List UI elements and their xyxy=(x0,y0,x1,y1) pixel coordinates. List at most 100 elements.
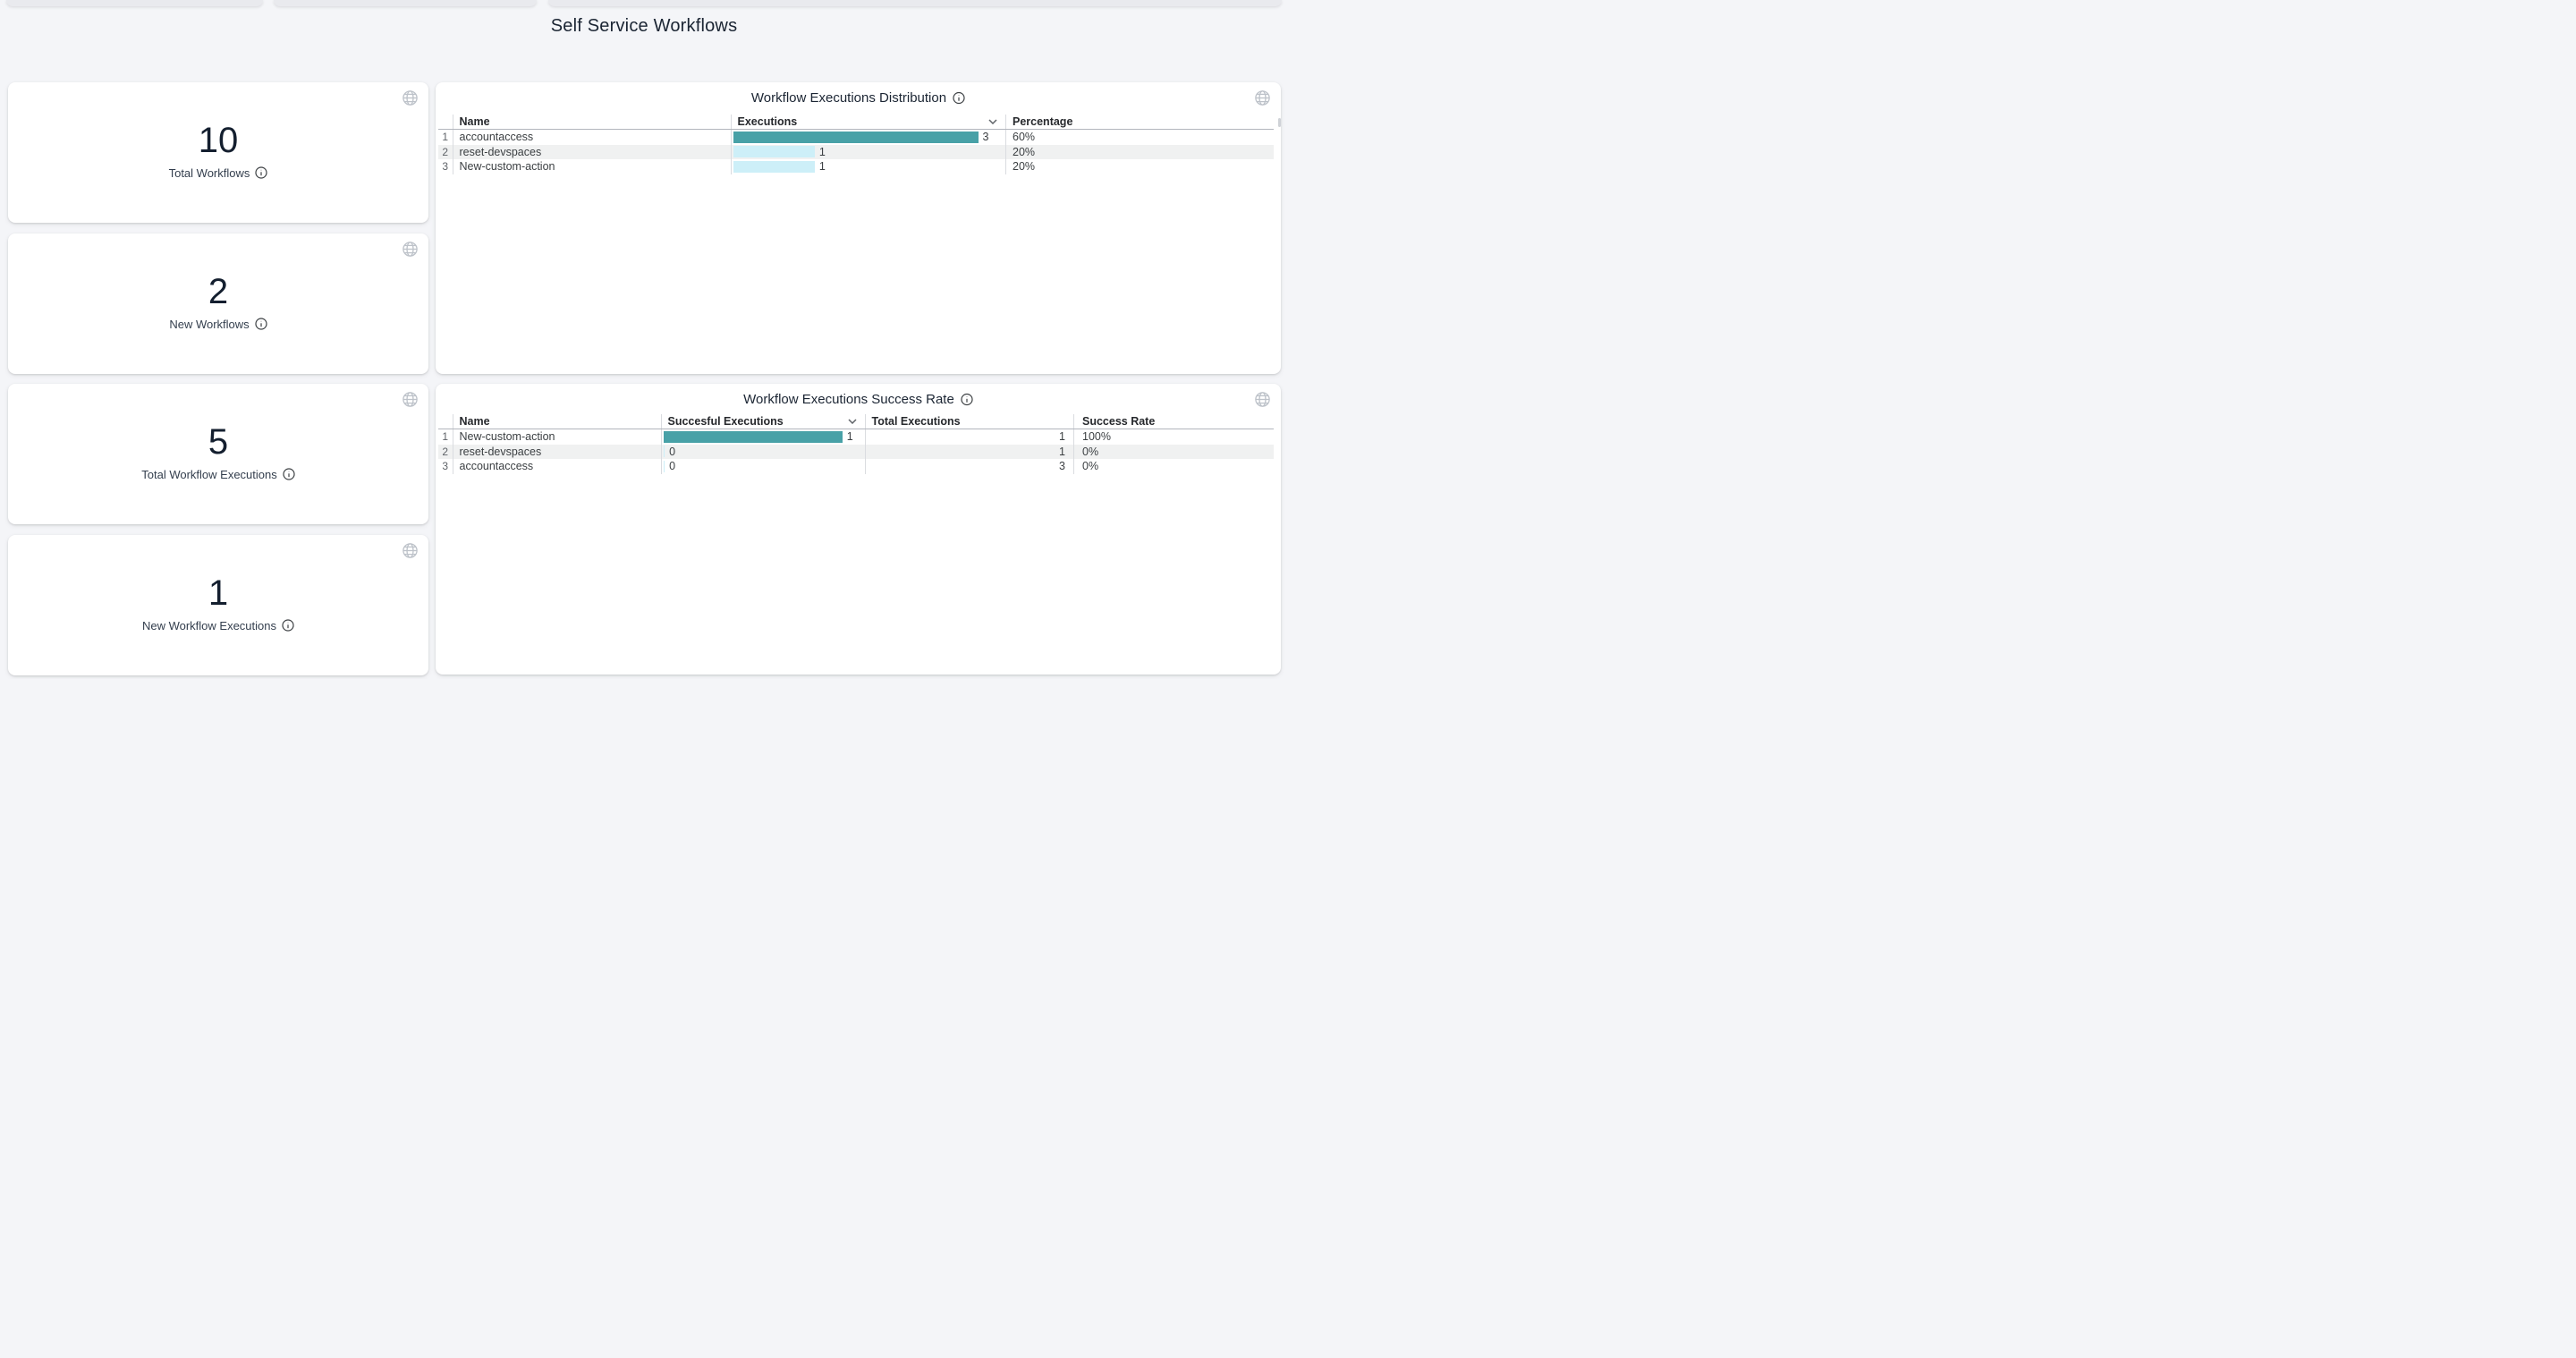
execution-bar xyxy=(733,160,815,173)
cell-succesful-executions-bar: 1 xyxy=(660,429,865,445)
info-icon[interactable] xyxy=(255,166,267,179)
execution-bar xyxy=(663,446,665,458)
scorecard-new-workflow-executions: 1 New Workflow Executions xyxy=(8,534,428,675)
chart-title-row: Workflow Executions Success Rate xyxy=(436,392,1281,407)
header-succesful-executions[interactable]: Succesful Executions xyxy=(660,413,865,429)
cell-name: reset-devspaces xyxy=(452,144,731,159)
globe-icon[interactable] xyxy=(402,391,419,408)
chevron-down-icon[interactable] xyxy=(988,119,997,124)
bar-value: 1 xyxy=(818,160,826,174)
row-number: 1 xyxy=(442,430,449,444)
cell-total-executions: 3 xyxy=(864,459,1074,474)
row-number: 1 xyxy=(442,131,449,144)
cell-success-rate: 100% xyxy=(1073,429,1274,445)
scorecard-label: New Workflow Executions xyxy=(141,618,277,632)
header-row-number xyxy=(438,414,453,429)
scorecard-label: New Workflows xyxy=(169,317,250,331)
globe-icon[interactable] xyxy=(402,241,419,258)
info-icon[interactable] xyxy=(282,619,294,632)
chevron-down-icon[interactable] xyxy=(847,419,857,424)
bar-value: 3 xyxy=(982,131,989,144)
header-success-rate[interactable]: Success Rate xyxy=(1073,413,1274,429)
bar-value: 0 xyxy=(669,460,676,473)
table-scrollbar-thumb[interactable] xyxy=(1278,117,1281,127)
scorecard-value: 10 xyxy=(198,120,239,160)
scorecard-label-row: New Workflow Executions xyxy=(8,619,428,632)
table-row[interactable]: 1 New-custom-action 1 1 100% xyxy=(438,429,1274,445)
chart-workflow-executions-success-rate: Workflow Executions Success Rate Name Su… xyxy=(436,383,1281,675)
table-header-row: Name Succesful Executions Total Executio… xyxy=(438,413,1274,429)
info-icon[interactable] xyxy=(283,468,295,480)
cell-percentage: 20% xyxy=(1005,159,1274,174)
execution-bar xyxy=(733,131,979,143)
header-succesful-executions-label: Succesful Executions xyxy=(667,414,784,428)
scorecard-label: Total Workflows xyxy=(168,166,250,180)
row-number: 3 xyxy=(442,160,449,174)
clipped-card-top-1 xyxy=(6,0,263,6)
table-row[interactable]: 1 accountaccess 3 60% xyxy=(438,130,1274,145)
scorecard-value: 2 xyxy=(208,271,229,311)
header-executions-label: Executions xyxy=(737,115,798,128)
globe-icon[interactable] xyxy=(1254,391,1271,408)
table-row[interactable]: 3 accountaccess 0 3 0% xyxy=(438,459,1274,474)
scorecard-total-workflow-executions: 5 Total Workflow Executions xyxy=(8,383,428,524)
clipped-card-top-3 xyxy=(548,0,1282,6)
scorecard-new-workflows: 2 New Workflows xyxy=(8,233,428,374)
globe-icon[interactable] xyxy=(1254,89,1271,106)
header-executions[interactable]: Executions xyxy=(730,114,1006,129)
header-name[interactable]: Name xyxy=(452,114,731,129)
bar-value: 1 xyxy=(818,145,826,158)
header-row-number xyxy=(438,115,453,130)
clipped-card-top-2 xyxy=(274,0,537,6)
scorecard-label-row: Total Workflows xyxy=(8,166,428,180)
cell-success-rate: 0% xyxy=(1073,459,1274,474)
cell-succesful-executions-bar: 0 xyxy=(660,459,865,474)
cell-total-executions: 1 xyxy=(864,429,1074,445)
dashboard: Self Service Workflows 10 Total Workflow… xyxy=(0,0,1288,679)
data-table: Name Executions Percentage 1 accountacce… xyxy=(438,114,1274,174)
cell-name: reset-devspaces xyxy=(452,444,661,459)
chart-title: Workflow Executions Success Rate xyxy=(743,391,954,407)
cell-executions-bar: 1 xyxy=(730,144,1006,159)
cell-executions-bar: 3 xyxy=(730,130,1006,145)
cell-executions-bar: 1 xyxy=(730,159,1006,174)
execution-bar xyxy=(663,430,843,443)
cell-name: New-custom-action xyxy=(452,429,661,445)
table-row[interactable]: 2 reset-devspaces 1 20% xyxy=(438,144,1274,159)
cell-percentage: 20% xyxy=(1005,144,1274,159)
header-percentage[interactable]: Percentage xyxy=(1005,114,1274,129)
row-number: 2 xyxy=(442,445,449,458)
info-icon[interactable] xyxy=(255,318,267,330)
cell-succesful-executions-bar: 0 xyxy=(660,444,865,459)
cell-name: accountaccess xyxy=(452,130,731,145)
table-row[interactable]: 2 reset-devspaces 0 1 0% xyxy=(438,444,1274,459)
header-name[interactable]: Name xyxy=(452,413,661,429)
globe-icon[interactable] xyxy=(402,542,419,559)
row-number: 2 xyxy=(442,145,449,158)
bar-value: 1 xyxy=(846,430,853,444)
cell-name: New-custom-action xyxy=(452,159,731,174)
info-icon[interactable] xyxy=(953,91,965,105)
scorecard-value: 5 xyxy=(208,421,229,462)
info-icon[interactable] xyxy=(961,393,973,406)
scorecard-label-row: New Workflows xyxy=(8,318,428,331)
cell-name: accountaccess xyxy=(452,459,661,474)
execution-bar xyxy=(663,460,665,472)
bar-value: 0 xyxy=(669,445,676,458)
cell-percentage: 60% xyxy=(1005,130,1274,145)
scorecard-total-workflows: 10 Total Workflows xyxy=(8,81,428,223)
scorecard-value: 1 xyxy=(208,573,229,613)
table-header-row: Name Executions Percentage xyxy=(438,114,1274,130)
table-row[interactable]: 3 New-custom-action 1 20% xyxy=(438,159,1274,174)
scorecard-label: Total Workflow Executions xyxy=(141,467,277,481)
chart-title: Workflow Executions Distribution xyxy=(750,89,947,106)
globe-icon[interactable] xyxy=(402,89,419,106)
row-number: 3 xyxy=(442,460,449,473)
header-total-executions[interactable]: Total Executions xyxy=(864,413,1074,429)
page-title: Self Service Workflows xyxy=(550,16,738,36)
cell-total-executions: 1 xyxy=(864,444,1074,459)
data-table: Name Succesful Executions Total Executio… xyxy=(438,413,1274,474)
scorecard-label-row: Total Workflow Executions xyxy=(8,468,428,481)
cell-success-rate: 0% xyxy=(1073,444,1274,459)
execution-bar xyxy=(733,146,815,158)
